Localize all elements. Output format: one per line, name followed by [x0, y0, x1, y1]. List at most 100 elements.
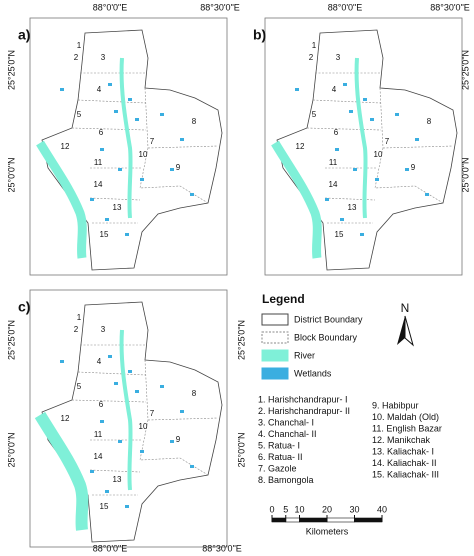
legend-title: Legend: [262, 292, 305, 306]
block-boundary: [306, 72, 454, 224]
block-number: 13: [113, 203, 122, 212]
wetland: [190, 465, 194, 468]
block-number: 4: [97, 85, 102, 94]
wetland: [180, 410, 184, 413]
north-arrow: [404, 315, 414, 347]
latitude-label: 25°0'0"N: [6, 432, 16, 467]
latitude-label: 25°25'0"N: [6, 320, 16, 360]
panel-label: c): [18, 299, 30, 315]
block-number: 11: [329, 158, 338, 167]
block-number: 7: [385, 137, 390, 146]
block-number: 12: [61, 414, 70, 423]
wetland: [118, 440, 122, 443]
wetland: [395, 113, 399, 116]
legend-swatch: [261, 367, 289, 380]
block-number: 15: [100, 230, 109, 239]
block-number: 2: [74, 325, 79, 334]
scale-tick-label: 30: [349, 504, 359, 514]
wetland: [349, 110, 353, 113]
wetland: [125, 233, 129, 236]
wetland: [190, 193, 194, 196]
block-name: 14. Kaliachak- II: [372, 458, 437, 468]
scale-tick-label: 0: [269, 504, 274, 514]
block-number: 12: [61, 142, 70, 151]
wetland: [135, 390, 139, 393]
longitude-label: 88°0'0"E: [93, 543, 128, 553]
block-name: 4. Chanchal- II: [258, 429, 317, 439]
latitude-label: 25°0'0"N: [460, 157, 470, 192]
wetland: [353, 168, 357, 171]
north-label: N: [401, 301, 410, 315]
block-number: 9: [411, 163, 416, 172]
legend-swatch: [261, 331, 289, 344]
scale-segment: [326, 517, 355, 523]
block-number: 8: [427, 117, 432, 126]
block-number: 10: [374, 150, 383, 159]
block-number: 9: [176, 435, 181, 444]
block-boundary: [71, 72, 219, 224]
legend-item: Block Boundary: [294, 332, 358, 342]
block-name: 5. Ratua- I: [258, 440, 300, 450]
wetland: [370, 118, 374, 121]
wetland: [125, 505, 129, 508]
block-number: 13: [348, 203, 357, 212]
wetland: [60, 360, 64, 363]
legend-item: District Boundary: [294, 314, 363, 324]
longitude-label: 88°30'0"E: [430, 2, 470, 12]
block-name: 7. Gazole: [258, 463, 297, 473]
scale-tick-label: 40: [377, 504, 387, 514]
scale-tick-label: 5: [283, 504, 288, 514]
wetland: [425, 193, 429, 196]
latitude-label: 25°25'0"N: [460, 50, 470, 90]
wetland: [128, 370, 132, 373]
legend-swatch: [261, 349, 289, 362]
block-name: 10. Maldah (Old): [372, 412, 439, 422]
block-number: 2: [74, 53, 79, 62]
wetland: [335, 148, 339, 151]
block-number: 5: [77, 382, 82, 391]
block-name: 12. Manikchak: [372, 435, 431, 445]
block-number: 13: [113, 475, 122, 484]
block-number: 14: [329, 180, 338, 189]
longitude-label: 88°30'0"E: [200, 2, 240, 12]
block-number: 3: [101, 53, 106, 62]
block-number: 15: [100, 502, 109, 511]
wetland: [325, 198, 329, 201]
river: [36, 140, 87, 259]
wetland: [114, 382, 118, 385]
block-number: 5: [77, 110, 82, 119]
block-name: 13. Kaliachak- I: [372, 446, 434, 456]
block-number: 4: [97, 357, 102, 366]
block-number: 15: [335, 230, 344, 239]
wetland: [118, 168, 122, 171]
block-number: 7: [150, 137, 155, 146]
wetland: [100, 148, 104, 151]
longitude-label: 88°0'0"E: [93, 2, 128, 12]
block-number: 11: [94, 430, 103, 439]
scale-segment: [299, 517, 328, 523]
wetland: [180, 138, 184, 141]
river: [34, 411, 89, 531]
block-name: 8. Bamongola: [258, 475, 314, 485]
wetland: [170, 440, 174, 443]
block-name: 9. Habibpur: [372, 400, 419, 410]
block-number: 10: [139, 150, 148, 159]
block-number: 7: [150, 409, 155, 418]
wetland: [295, 88, 299, 91]
wetland: [108, 355, 112, 358]
block-number: 1: [77, 41, 82, 50]
wetland: [140, 178, 144, 181]
river: [354, 57, 368, 219]
panel-label: a): [18, 27, 30, 43]
panel-label: b): [253, 27, 266, 43]
block-number: 8: [192, 117, 197, 126]
river: [119, 329, 133, 491]
wetland: [160, 385, 164, 388]
scale-segment: [354, 517, 383, 523]
river: [119, 57, 133, 219]
wetland: [90, 470, 94, 473]
wetland: [140, 450, 144, 453]
wetland: [135, 118, 139, 121]
river: [271, 140, 322, 259]
